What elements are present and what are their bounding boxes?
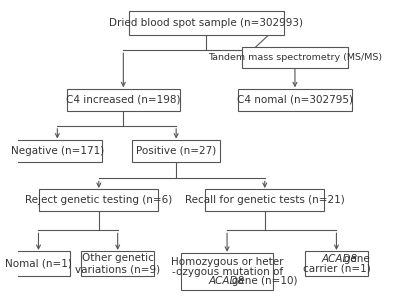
- Text: Tandem mass spectrometry (MS/MS): Tandem mass spectrometry (MS/MS): [208, 53, 382, 62]
- FancyBboxPatch shape: [67, 89, 180, 111]
- Text: Homozygous or heter: Homozygous or heter: [171, 257, 284, 267]
- FancyBboxPatch shape: [132, 140, 221, 162]
- Text: -ozygous mutation of: -ozygous mutation of: [172, 266, 283, 277]
- Text: Negative (n=171): Negative (n=171): [11, 146, 104, 156]
- Text: Other genetic
variations (n=9): Other genetic variations (n=9): [75, 253, 160, 275]
- Text: Dried blood spot sample (n=302993): Dried blood spot sample (n=302993): [109, 18, 303, 28]
- FancyBboxPatch shape: [205, 189, 324, 211]
- FancyBboxPatch shape: [7, 251, 70, 276]
- Text: C4 increased (n=198): C4 increased (n=198): [66, 95, 180, 105]
- FancyBboxPatch shape: [129, 11, 284, 35]
- FancyBboxPatch shape: [81, 251, 154, 276]
- FancyBboxPatch shape: [305, 251, 368, 276]
- Text: Positive (n=27): Positive (n=27): [136, 146, 216, 156]
- Text: Nomal (n=1): Nomal (n=1): [5, 259, 72, 269]
- FancyBboxPatch shape: [13, 140, 102, 162]
- Text: Reject genetic testing (n=6): Reject genetic testing (n=6): [25, 195, 172, 205]
- Text: Recall for genetic tests (n=21): Recall for genetic tests (n=21): [185, 195, 344, 205]
- FancyBboxPatch shape: [242, 47, 348, 68]
- FancyBboxPatch shape: [181, 253, 273, 290]
- Text: gene: gene: [321, 254, 370, 264]
- Text: gene (n=10): gene (n=10): [209, 276, 298, 286]
- Text: carrier (n=1): carrier (n=1): [303, 264, 370, 274]
- FancyBboxPatch shape: [39, 189, 158, 211]
- Text: ACAD8: ACAD8: [209, 276, 245, 286]
- FancyBboxPatch shape: [238, 89, 352, 111]
- Text: ACAD8: ACAD8: [321, 254, 357, 264]
- Text: C4 nomal (n=302795): C4 nomal (n=302795): [237, 95, 353, 105]
